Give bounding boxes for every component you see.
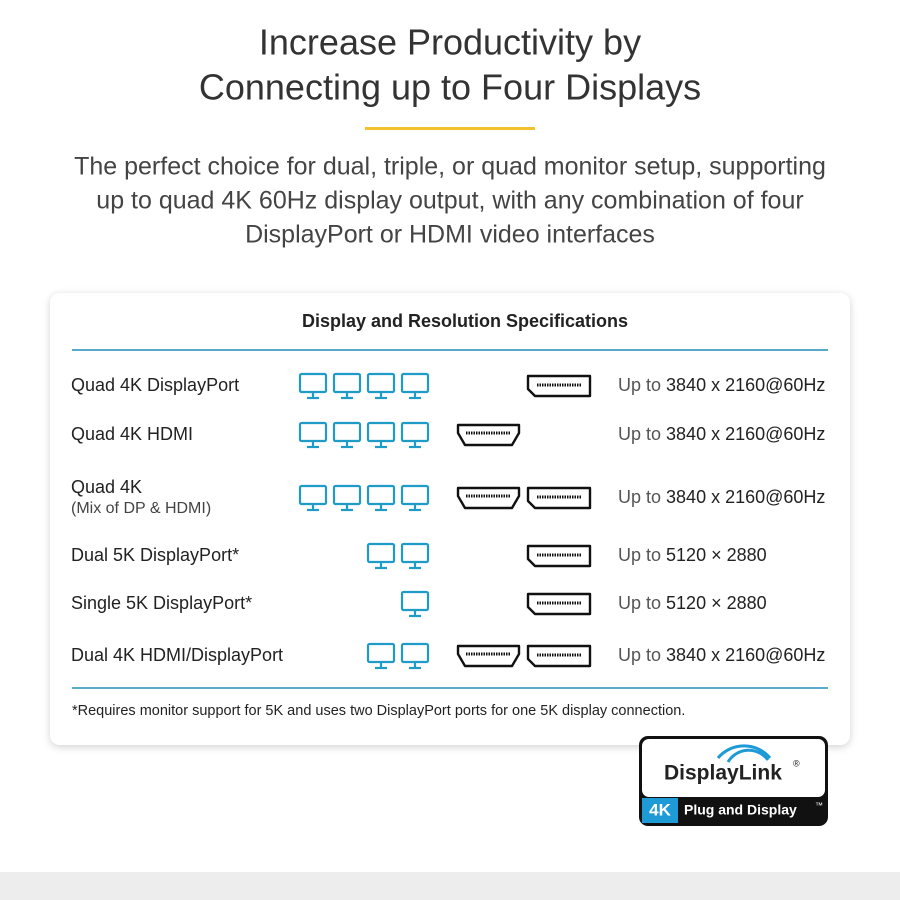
badge-arc bbox=[716, 744, 772, 759]
footnote: *Requires monitor support for 5K and use… bbox=[72, 703, 685, 719]
displayport-port bbox=[526, 374, 592, 398]
port-icon bbox=[456, 644, 521, 668]
badge-tag: 4K bbox=[649, 800, 671, 819]
bottom-band bbox=[0, 872, 900, 900]
monitor-icon bbox=[366, 642, 396, 670]
monitor-icon bbox=[400, 372, 430, 400]
row-spec: Up to 3840 x 2160@60Hz bbox=[618, 424, 825, 444]
monitor-icon bbox=[332, 372, 362, 400]
spec-row: Dual 5K DisplayPort* Up to 5120 × 2880 bbox=[71, 542, 767, 570]
spec-row: Quad 4K HDMI Up to 3840 x 2160@60Hz bbox=[71, 421, 825, 449]
spec-prefix: Up to bbox=[618, 593, 661, 613]
port-icon bbox=[526, 486, 592, 510]
displaylink-badge: DisplayLink ® 4K Plug and Display ™ bbox=[639, 736, 828, 826]
displayport-port bbox=[526, 544, 592, 568]
port-icon bbox=[526, 644, 592, 668]
spec-prefix: Up to bbox=[618, 487, 661, 507]
monitor-icon bbox=[366, 372, 396, 400]
spec-resolution: 3840 x 2160@60Hz bbox=[666, 424, 825, 444]
badge-arc bbox=[726, 748, 770, 763]
monitor-icon bbox=[400, 590, 430, 618]
spec-resolution: 3840 x 2160@60Hz bbox=[666, 375, 825, 395]
badge-trademark: ™ bbox=[815, 801, 823, 810]
monitor-icon bbox=[400, 421, 430, 449]
row-spec: Up to 5120 × 2880 bbox=[618, 593, 767, 613]
row-label: Single 5K DisplayPort* bbox=[71, 593, 252, 613]
table-rule bbox=[72, 687, 828, 689]
spec-resolution: 3840 x 2160@60Hz bbox=[666, 645, 825, 665]
hdmi-port bbox=[456, 423, 521, 447]
title-underline bbox=[365, 127, 535, 130]
row-label: Quad 4K DisplayPort bbox=[71, 375, 239, 395]
displayport-port bbox=[526, 592, 592, 616]
row-sublabel: (Mix of DP & HDMI) bbox=[71, 500, 211, 517]
hdmi-port bbox=[456, 486, 521, 510]
table-rule bbox=[72, 349, 828, 351]
row-label: Quad 4K HDMI bbox=[71, 424, 193, 444]
title-line: Connecting up to Four Displays bbox=[199, 67, 701, 108]
port-icon bbox=[526, 544, 592, 568]
monitor-icon bbox=[332, 484, 362, 512]
spec-resolution: 5120 × 2880 bbox=[666, 545, 767, 565]
monitor-icon bbox=[366, 421, 396, 449]
badge-tag-box bbox=[642, 798, 678, 823]
spec-row: Quad 4K (Mix of DP & HDMI) Up to 3840 x 216… bbox=[71, 477, 825, 517]
spec-row: Dual 4K HDMI/DisplayPort Up to 3840 x 2160… bbox=[71, 642, 825, 670]
row-spec: Up to 3840 x 2160@60Hz bbox=[618, 487, 825, 507]
title-line: Increase Productivity by bbox=[259, 22, 641, 63]
port-icon bbox=[526, 592, 592, 616]
badge-brand: DisplayLink bbox=[664, 762, 782, 785]
spec-row: Quad 4K DisplayPort Up to 3840 x 2160@60Hz bbox=[71, 372, 825, 400]
port-icon bbox=[456, 423, 521, 447]
subtitle-line: DisplayPort or HDMI video interfaces bbox=[245, 221, 655, 249]
spec-prefix: Up to bbox=[618, 545, 661, 565]
badge-registered: ® bbox=[793, 758, 800, 768]
port-icon bbox=[456, 486, 521, 510]
monitor-icon bbox=[332, 421, 362, 449]
badge-top bbox=[642, 739, 825, 797]
spec-card bbox=[50, 293, 850, 745]
spec-prefix: Up to bbox=[618, 375, 661, 395]
port-icon bbox=[526, 374, 592, 398]
spec-row: Single 5K DisplayPort* Up to 5120 × 2880 bbox=[71, 590, 767, 618]
spec-resolution: 3840 x 2160@60Hz bbox=[666, 487, 825, 507]
displayport-port bbox=[526, 486, 592, 510]
row-spec: Up to 3840 x 2160@60Hz bbox=[618, 375, 825, 395]
row-label: Quad 4K bbox=[71, 477, 142, 497]
monitor-icon bbox=[400, 642, 430, 670]
monitor-icon bbox=[400, 484, 430, 512]
monitor-icon bbox=[298, 421, 328, 449]
table-title: Display and Resolution Specifications bbox=[302, 311, 628, 331]
spec-prefix: Up to bbox=[618, 645, 661, 665]
row-spec: Up to 5120 × 2880 bbox=[618, 545, 767, 565]
row-spec: Up to 3840 x 2160@60Hz bbox=[618, 645, 825, 665]
row-label: Dual 4K HDMI/DisplayPort bbox=[71, 645, 283, 665]
spec-resolution: 5120 × 2880 bbox=[666, 593, 767, 613]
row-label: Dual 5K DisplayPort* bbox=[71, 545, 239, 565]
monitor-icon bbox=[298, 372, 328, 400]
monitor-icon bbox=[366, 484, 396, 512]
badge-slogan: Plug and Display bbox=[684, 802, 797, 818]
subtitle-line: The perfect choice for dual, triple, or … bbox=[74, 153, 826, 181]
subtitle-line: up to quad 4K 60Hz display output, with … bbox=[96, 187, 803, 215]
monitor-icon bbox=[400, 542, 430, 570]
hdmi-port bbox=[456, 644, 521, 668]
spec-prefix: Up to bbox=[618, 424, 661, 444]
displayport-port bbox=[526, 644, 592, 668]
monitor-icon bbox=[366, 542, 396, 570]
monitor-icon bbox=[298, 484, 328, 512]
